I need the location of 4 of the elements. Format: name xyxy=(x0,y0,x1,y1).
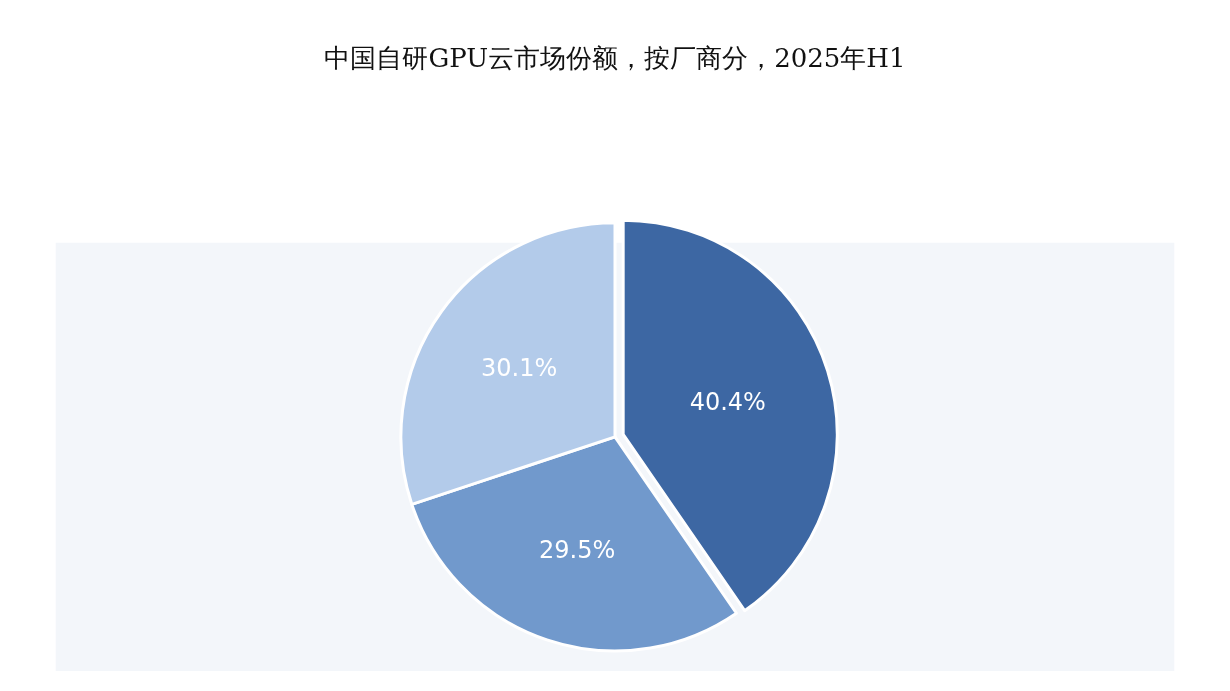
data-label: 30.1% xyxy=(480,353,558,382)
data-label: 40.4% xyxy=(689,387,766,416)
data-label: 29.5% xyxy=(539,535,616,564)
chart-title: 中国自研GPU云市场份额，按厂商分，2025年H1 xyxy=(324,42,906,73)
